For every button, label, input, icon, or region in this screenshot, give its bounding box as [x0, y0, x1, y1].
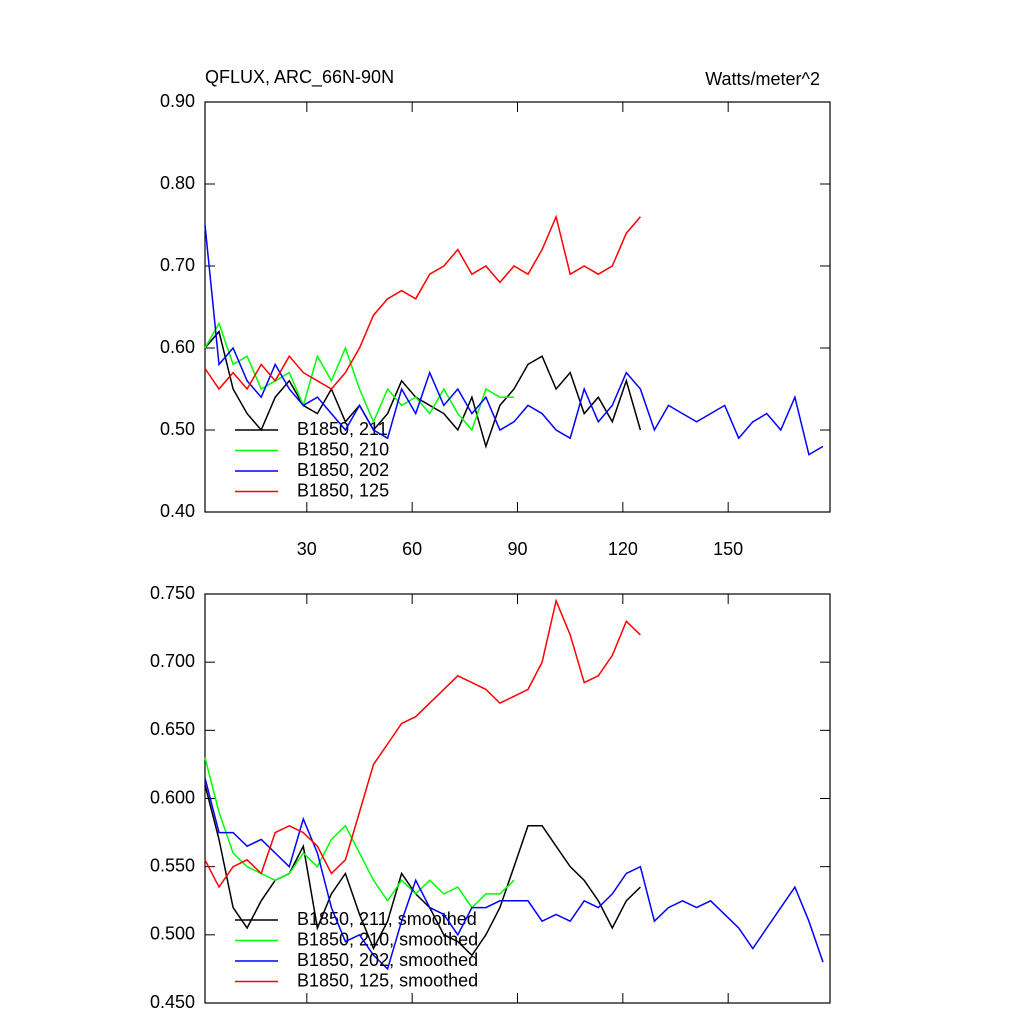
- series-line: [204, 757, 515, 909]
- legend-label: B1850, 211: [297, 419, 388, 439]
- x-tick-label: 120: [608, 539, 638, 559]
- legend-label: B1850, 210, smoothed: [297, 929, 478, 949]
- y-tick-label: 0.500: [150, 924, 195, 944]
- y-tick-label: 0.70: [160, 255, 195, 275]
- y-tick-label: 0.750: [150, 583, 195, 603]
- y-tick-label: 0.650: [150, 719, 195, 739]
- y-tick-label: 0.450: [150, 992, 195, 1012]
- legend-label: B1850, 202, smoothed: [297, 950, 478, 970]
- y-tick-label: 0.50: [160, 419, 195, 439]
- series-line: [204, 214, 641, 391]
- x-tick-label: 60: [402, 539, 422, 559]
- legend-label: B1850, 202: [297, 460, 389, 480]
- legend-label: B1850, 210: [297, 439, 389, 459]
- y-tick-label: 0.700: [150, 651, 195, 671]
- legend-label: B1850, 125: [297, 480, 389, 500]
- series-line: [204, 330, 642, 449]
- series-line: [204, 777, 824, 971]
- series-line: [204, 321, 514, 432]
- y-tick-label: 0.90: [160, 91, 195, 111]
- legend-label: B1850, 211, smoothed: [297, 909, 477, 929]
- y-tick-label: 0.550: [150, 855, 195, 875]
- series-line: [204, 224, 824, 456]
- y-tick-label: 0.600: [150, 787, 195, 807]
- y-tick-label: 0.60: [160, 337, 195, 357]
- series-line: [204, 598, 641, 889]
- chart-title: QFLUX, ARC_66N-90N: [205, 67, 394, 88]
- legend-label: B1850, 125, smoothed: [297, 970, 478, 990]
- x-tick-label: 90: [507, 539, 527, 559]
- x-tick-label: 30: [297, 539, 317, 559]
- y-tick-label: 0.40: [160, 501, 195, 521]
- units-label: Watts/meter^2: [705, 69, 820, 89]
- y-tick-label: 0.80: [160, 173, 195, 193]
- x-tick-label: 150: [713, 539, 743, 559]
